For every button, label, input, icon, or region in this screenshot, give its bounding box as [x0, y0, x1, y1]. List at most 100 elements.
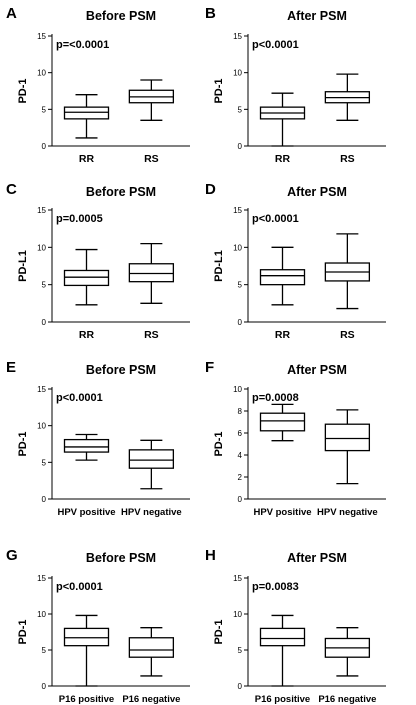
iqr-box	[259, 627, 306, 647]
box-2	[128, 79, 175, 121]
panel-letter: G	[6, 547, 18, 564]
category-label: RR	[79, 329, 95, 341]
category-label: RR	[79, 153, 95, 165]
panel-title: Before PSM	[86, 363, 156, 377]
p-value-label: p=0.0005	[56, 213, 103, 225]
box-2	[324, 409, 371, 485]
panel-title: Before PSM	[86, 551, 156, 565]
box-1	[63, 433, 110, 461]
y-tick-label: 10	[37, 610, 46, 619]
box-2	[324, 233, 371, 310]
y-tick-label: 5	[238, 646, 243, 655]
category-label: P16 negative	[122, 694, 180, 705]
y-tick-label: 15	[233, 32, 242, 41]
y-tick-label: 10	[37, 69, 46, 78]
category-label: RR	[275, 329, 291, 341]
y-tick-label: 15	[37, 385, 46, 394]
box-1	[63, 94, 110, 139]
panel-title: Before PSM	[86, 185, 156, 199]
y-tick-label: 4	[238, 451, 243, 460]
panel-letter: E	[6, 359, 16, 376]
y-tick-label: 5	[42, 281, 47, 290]
y-tick-label: 5	[238, 105, 243, 114]
iqr-box	[63, 106, 110, 120]
category-label: P16 negative	[318, 694, 376, 705]
iqr-box	[128, 449, 175, 469]
panel-g: G Before PSM 0 5 10 15 PD-1 p<0.0001 P16 positiv…	[6, 547, 190, 705]
y-tick-label: 2	[238, 473, 243, 482]
iqr-box	[63, 438, 110, 453]
category-label: RS	[144, 153, 159, 165]
panel-h: H After PSM 0 5 10 15 PD-1 p=0.0083 P16 positive…	[205, 547, 386, 705]
iqr-box	[128, 263, 175, 283]
y-tick-label: 10	[233, 385, 242, 394]
p-value-label: p<0.0001	[56, 392, 103, 404]
panel-title: After PSM	[287, 551, 347, 565]
iqr-box	[128, 637, 175, 658]
y-tick-label: 15	[233, 206, 242, 215]
y-tick-label: 10	[233, 243, 242, 252]
y-tick-label: 10	[37, 243, 46, 252]
panel-letter: D	[205, 181, 216, 198]
y-tick-label: 10	[233, 610, 242, 619]
box-2	[324, 627, 371, 677]
y-tick-label: 5	[42, 458, 47, 467]
y-tick-label: 6	[238, 429, 243, 438]
box-1	[63, 248, 110, 306]
y-tick-label: 8	[238, 407, 243, 416]
y-axis-label: PD-1	[17, 431, 29, 456]
p-value-label: p<0.0001	[252, 213, 299, 225]
box-1	[63, 614, 110, 687]
y-axis-label: PD-1	[213, 431, 225, 456]
box-2	[324, 73, 371, 121]
y-tick-label: 5	[42, 105, 47, 114]
y-axis-label: PD-1	[213, 619, 225, 644]
box-2	[128, 242, 175, 304]
category-label: HPV positive	[253, 507, 311, 518]
category-label: HPV negative	[317, 507, 378, 518]
box-1	[259, 403, 306, 442]
iqr-box	[63, 627, 110, 647]
y-tick-label: 15	[37, 206, 46, 215]
iqr-box	[63, 269, 110, 287]
y-tick-label: 0	[42, 682, 47, 691]
y-tick-label: 15	[37, 574, 46, 583]
box-1	[259, 246, 306, 306]
y-tick-label: 0	[238, 142, 243, 151]
panel-e: E Before PSM 0 5 10 15 PD-1 p<0.0001 HPV positiv…	[6, 359, 190, 518]
category-label: RS	[340, 153, 355, 165]
y-tick-label: 0	[42, 318, 47, 327]
y-tick-label: 0	[238, 495, 243, 504]
panel-letter: A	[6, 5, 17, 22]
box-2	[128, 627, 175, 677]
y-axis-label: PD-1	[17, 78, 29, 103]
category-label: RS	[144, 329, 159, 341]
y-axis-label: PD-L1	[213, 250, 225, 282]
panel-letter: F	[205, 359, 214, 376]
panel-title: After PSM	[287, 185, 347, 199]
p-value-label: p<0.0001	[56, 581, 103, 593]
p-value-label: p=<0.0001	[56, 39, 109, 51]
p-value-label: p<0.0001	[252, 39, 299, 51]
iqr-box	[259, 412, 306, 432]
category-label: HPV negative	[121, 507, 182, 518]
box-1	[259, 92, 306, 147]
panel-letter: C	[6, 181, 17, 198]
panel-title: After PSM	[287, 9, 347, 23]
panel-title: After PSM	[287, 363, 347, 377]
panel-a: A Before PSM 0 5 10 15 PD-1 p=<0.0001 RR RS	[6, 5, 190, 165]
panel-f: F After PSM 0 2 4 6 8 10 PD-1 p=0.0008 HPV positiv…	[205, 359, 386, 518]
panel-title: Before PSM	[86, 9, 156, 23]
p-value-label: p=0.0008	[252, 392, 299, 404]
y-axis-label: PD-1	[213, 78, 225, 103]
panel-c: C Before PSM 0 5 10 15 PD-L1 p=0.0005 RR RS	[6, 181, 190, 341]
iqr-box	[324, 423, 371, 452]
y-tick-label: 0	[42, 142, 47, 151]
category-label: P16 positive	[59, 694, 114, 705]
y-tick-label: 10	[233, 69, 242, 78]
iqr-box	[259, 269, 306, 286]
y-tick-label: 0	[42, 495, 47, 504]
y-axis-label: PD-1	[17, 619, 29, 644]
panel-b: B After PSM 0 5 10 15 PD-1 p<0.0001 RR RS	[205, 5, 386, 165]
category-label: RS	[340, 329, 355, 341]
